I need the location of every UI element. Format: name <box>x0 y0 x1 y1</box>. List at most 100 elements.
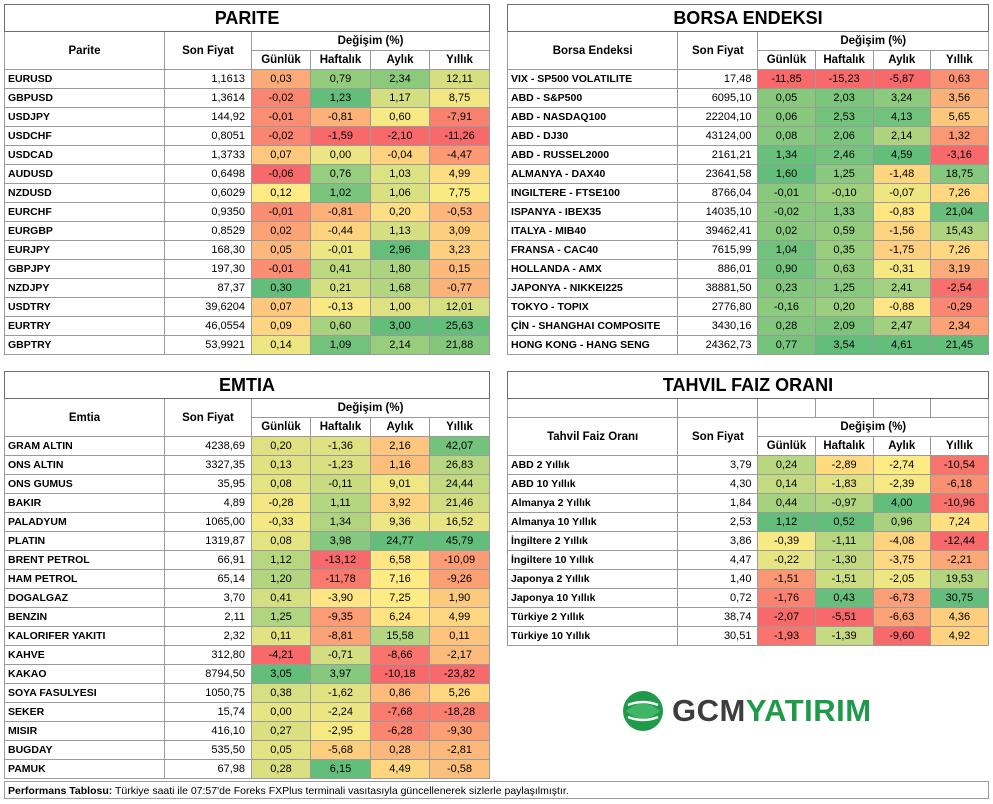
change-daily: -0,06 <box>251 164 311 184</box>
logo-text: GCMYATIRIM <box>672 693 872 729</box>
change-yearly: 7,75 <box>428 183 491 203</box>
change-daily: 0,14 <box>251 335 311 355</box>
table-row: ABD - NASDAQ100 22204,10 0,06 2,53 4,13 5,65 <box>506 107 990 127</box>
table-row: ITALYA - MIB40 39462,41 0,02 0,59 -1,56 15,43 <box>506 221 990 241</box>
period-weekly: Haftalık <box>814 436 874 456</box>
change-weekly: -5,51 <box>814 607 874 627</box>
change-yearly: -4,47 <box>428 145 491 165</box>
tahvil-spacer <box>506 398 679 418</box>
row-name: USDCAD <box>4 145 165 165</box>
change-monthly: -5,87 <box>872 69 931 89</box>
change-weekly: 0,52 <box>814 512 874 532</box>
change-daily: 0,30 <box>251 278 311 298</box>
row-price: 2,32 <box>164 626 252 646</box>
change-monthly: 6,24 <box>370 607 430 627</box>
borsa-table: BORSA ENDEKSI Borsa Endeksi Son Fiyat De… <box>506 4 990 355</box>
gcm-yatirim-logo: GCMYATIRIM <box>620 683 880 739</box>
row-name: ABD - S&P500 <box>506 88 679 108</box>
change-monthly: -10,18 <box>370 664 430 684</box>
change-monthly: 4,49 <box>370 759 430 779</box>
change-daily: 0,03 <box>251 69 311 89</box>
table-row: TOKYO - TOPIX 2776,80 -0,16 0,20 -0,88 -0,29 <box>506 297 990 317</box>
change-daily: 0,02 <box>251 221 311 241</box>
row-price: 67,98 <box>164 759 252 779</box>
change-weekly: -0,01 <box>310 240 371 260</box>
table-row: Japonya 10 Yıllık 0,72 -1,76 0,43 -6,73 30,75 <box>506 588 990 608</box>
table-row: ABD - RUSSEL2000 2161,21 1,34 2,46 4,59 -3,16 <box>506 145 990 165</box>
change-yearly: 1,32 <box>929 126 990 146</box>
change-yearly: 24,44 <box>429 474 490 494</box>
table-row: PAMUK 67,98 0,28 6,15 4,49 -0,58 <box>4 759 490 779</box>
change-yearly: 1,90 <box>429 588 490 608</box>
change-daily: 0,28 <box>757 316 816 336</box>
change-weekly: -8,81 <box>310 626 371 646</box>
change-monthly: -1,48 <box>872 164 931 184</box>
change-monthly: -0,88 <box>872 297 931 317</box>
row-name: AUDUSD <box>4 164 165 184</box>
row-price: 1,1613 <box>164 69 252 89</box>
change-daily: -2,07 <box>757 607 816 627</box>
row-name: EURGBP <box>4 221 165 241</box>
table-row: NZDUSD 0,6029 0,12 1,02 1,06 7,75 <box>4 183 491 203</box>
change-weekly: -2,95 <box>310 721 371 741</box>
table-row: ABD 2 Yıllık 3,79 0,24 -2,89 -2,74 -10,54 <box>506 455 990 475</box>
period-yearly: Yıllık <box>929 436 990 456</box>
period-weekly: Haftalık <box>310 50 371 70</box>
change-weekly: 0,60 <box>310 316 371 336</box>
table-row: HOLLANDA - AMX 886,01 0,90 0,63 -0,31 3,19 <box>506 259 990 279</box>
change-daily: 0,08 <box>251 531 311 551</box>
period-daily: Günlük <box>251 417 311 437</box>
table-row: GBPUSD 1,3614 -0,02 1,23 1,17 8,75 <box>4 88 491 108</box>
change-header: Değişim (%) <box>251 398 490 418</box>
change-daily: 1,12 <box>757 512 816 532</box>
row-price: 535,50 <box>164 740 252 760</box>
change-daily: -0,39 <box>757 531 816 551</box>
period-daily: Günlük <box>757 436 816 456</box>
change-monthly: 0,28 <box>370 740 430 760</box>
table-row: EURCHF 0,9350 -0,01 -0,81 0,20 -0,53 <box>4 202 491 222</box>
change-monthly: 0,20 <box>370 202 430 222</box>
change-daily: 1,34 <box>757 145 816 165</box>
change-yearly: -0,58 <box>429 759 490 779</box>
change-weekly: 0,76 <box>310 164 371 184</box>
change-yearly: 7,24 <box>929 512 990 532</box>
table-row: Türkiye 10 Yıllık 30,51 -1,93 -1,39 -9,60 4,9… <box>506 626 990 646</box>
tahvil-body: ABD 2 Yıllık 3,79 0,24 -2,89 -2,74 -10,54 ABD … <box>506 455 990 646</box>
change-weekly: 0,41 <box>310 259 371 279</box>
change-daily: -1,93 <box>757 626 816 646</box>
table-row: PLATIN 1319,87 0,08 3,98 24,77 45,79 <box>4 531 490 551</box>
row-price: 0,72 <box>677 588 759 608</box>
period-yearly: Yıllık <box>929 50 990 70</box>
row-price: 38,74 <box>677 607 759 627</box>
change-weekly: 1,34 <box>310 512 371 532</box>
change-weekly: -2,89 <box>814 455 874 475</box>
row-name: USDCHF <box>4 126 165 146</box>
emtia-panel: EMTIA Emtia Son Fiyat Değişim (%) Günlük… <box>4 371 490 779</box>
change-weekly: -0,11 <box>310 474 371 494</box>
change-weekly: 0,20 <box>814 297 874 317</box>
change-monthly: 7,16 <box>370 569 430 589</box>
row-name: GBPTRY <box>4 335 165 355</box>
change-daily: 0,24 <box>757 455 816 475</box>
change-daily: 3,05 <box>251 664 311 684</box>
change-yearly: 42,07 <box>429 436 490 456</box>
change-daily: -0,02 <box>757 202 816 222</box>
table-row: GBPTRY 53,9921 0,14 1,09 2,14 21,88 <box>4 335 491 355</box>
change-yearly: 45,79 <box>429 531 490 551</box>
change-daily: -11,85 <box>757 69 816 89</box>
row-price: 38881,50 <box>677 278 759 298</box>
row-name: ABD 2 Yıllık <box>506 455 679 475</box>
change-yearly: -2,81 <box>429 740 490 760</box>
change-yearly: -10,96 <box>929 493 990 513</box>
row-price: 3,79 <box>677 455 759 475</box>
table-row: ABD - DJ30 43124,00 0,08 2,06 2,14 1,32 <box>506 126 990 146</box>
change-daily: 1,60 <box>757 164 816 184</box>
row-price: 2,53 <box>677 512 759 532</box>
change-weekly: 0,00 <box>310 145 371 165</box>
change-yearly: 4,36 <box>929 607 990 627</box>
change-monthly: -3,75 <box>872 550 931 570</box>
row-name: KAKAO <box>4 664 165 684</box>
price-header: Son Fiyat <box>677 417 759 456</box>
change-weekly: 3,98 <box>310 531 371 551</box>
row-price: 24362,73 <box>677 335 759 355</box>
